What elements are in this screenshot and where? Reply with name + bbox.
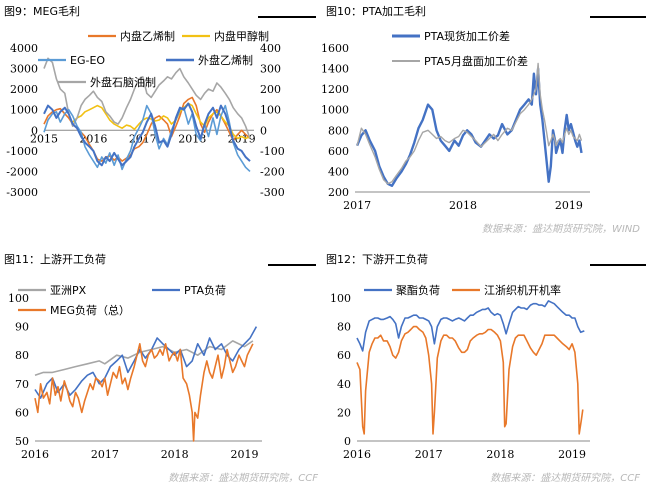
x-tick-label: 2019 [558, 448, 586, 461]
legend-label: 亚洲PX [50, 284, 87, 297]
x-tick-label: 2018 [486, 448, 514, 461]
y-tick-label-left: 1000 [10, 104, 38, 117]
x-tick-label: 2017 [415, 448, 443, 461]
y-tick-label: 600 [328, 145, 349, 158]
y-tick-label: 80 [337, 321, 351, 334]
y-tick-label-right: 200 [260, 83, 281, 96]
y-tick-label-left: 4000 [10, 42, 38, 55]
y-tick-label: 0 [344, 435, 351, 448]
x-tick-label: 2019 [555, 199, 583, 212]
series-line [43, 102, 251, 167]
legend-label: EG-EO [70, 54, 105, 67]
legend-label: 聚酯负荷 [396, 283, 440, 297]
x-tick-label: 2018 [161, 448, 189, 461]
series-line [34, 326, 258, 399]
y-tick-label: 1400 [321, 63, 349, 76]
x-tick-label: 2017 [91, 448, 119, 461]
y-tick-label-left: 2000 [10, 83, 38, 96]
series-line [43, 57, 251, 139]
y-tick-label: 40 [337, 378, 351, 391]
series-line [43, 104, 251, 172]
x-tick-label: 2015 [30, 132, 58, 145]
y-tick-label-left: -1000 [6, 145, 38, 158]
y-tick-label-right: -100 [260, 145, 285, 158]
y-tick-label: 80 [15, 349, 29, 362]
y-tick-label-right: 100 [260, 104, 281, 117]
chart-source-fig11: 数据来源：盛达期货研究院，CCF [168, 472, 318, 484]
y-tick-label-right: 300 [260, 63, 281, 76]
y-tick-label: 1000 [321, 104, 349, 117]
y-tick-label: 400 [328, 165, 349, 178]
y-tick-label-right: -300 [260, 186, 285, 199]
x-tick-label: 2019 [231, 448, 259, 461]
x-tick-label: 2016 [79, 132, 107, 145]
legend-label: PTA5月盘面加工价差 [424, 54, 528, 68]
chart-source-fig12: 数据来源：盛达期货研究院，CCF [490, 472, 640, 484]
y-tick-label-right: 400 [260, 42, 281, 55]
legend-label: 外盘石脑油制 [90, 75, 156, 89]
y-tick-label: 100 [8, 292, 29, 305]
y-tick-label: 1200 [321, 83, 349, 96]
y-tick-label-left: -2000 [6, 165, 38, 178]
series-line [355, 67, 583, 187]
series-line [356, 300, 585, 352]
legend-label: 外盘乙烯制 [198, 53, 253, 67]
x-tick-label: 2018 [449, 199, 477, 212]
series-line [34, 340, 254, 376]
chart-source-fig9-10: 数据来源：盛达期货研究院，WIND [482, 223, 640, 235]
y-tick-label: 90 [15, 321, 29, 334]
y-tick-label: 60 [15, 406, 29, 419]
series-line [34, 343, 254, 442]
y-tick-label: 1600 [321, 42, 349, 55]
series-line [356, 325, 584, 435]
chart-title-fig9: 图9：MEG毛利 [4, 5, 80, 18]
legend-label: 江浙织机开机率 [484, 283, 561, 297]
x-tick-label: 2016 [343, 448, 371, 461]
legend-label: PTA负荷 [184, 283, 226, 297]
y-tick-label: 50 [15, 435, 29, 448]
y-tick-label: 60 [337, 349, 351, 362]
chart-title-fig10: 图10：PTA加工毛利 [326, 5, 426, 18]
chart-title-fig12: 图12：下游开工负荷 [326, 252, 428, 266]
y-tick-label: 800 [328, 124, 349, 137]
x-tick-label: 2017 [343, 199, 371, 212]
y-tick-label-right: -200 [260, 165, 285, 178]
chart-title-fig11: 图11：上游开工负荷 [4, 252, 106, 266]
y-tick-label-left: 3000 [10, 63, 38, 76]
y-tick-label: 20 [337, 406, 351, 419]
y-tick-label: 200 [328, 186, 349, 199]
series-line [356, 62, 583, 185]
legend-label: MEG负荷（总） [50, 303, 130, 317]
legend-label: 内盘甲醇制 [214, 29, 269, 43]
y-tick-label-left: -3000 [6, 186, 38, 199]
y-tick-label-left: 0 [31, 124, 38, 137]
series-line [72, 102, 251, 140]
y-tick-label: 70 [15, 378, 29, 391]
y-tick-label: 100 [330, 292, 351, 305]
legend-label: 内盘乙烯制 [120, 29, 175, 43]
y-tick-label-right: 0 [260, 124, 267, 137]
legend-label: PTA现货加工价差 [424, 29, 510, 43]
x-tick-label: 2016 [21, 448, 49, 461]
